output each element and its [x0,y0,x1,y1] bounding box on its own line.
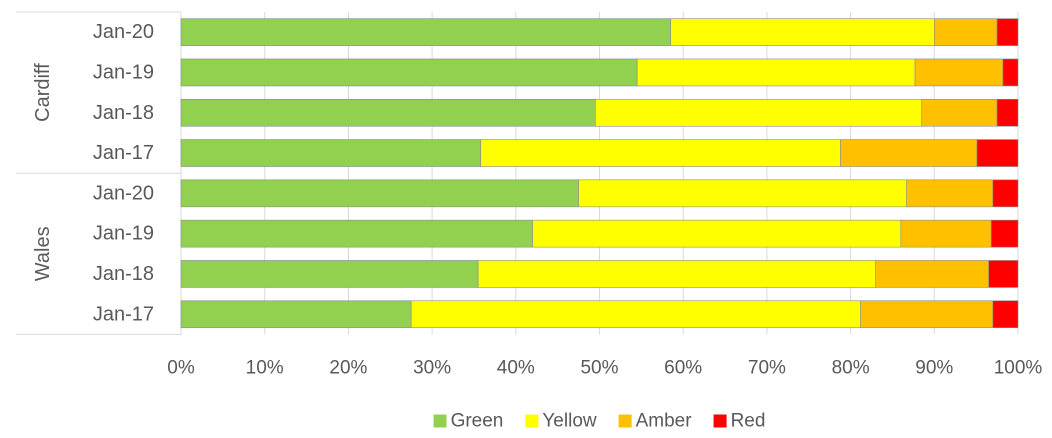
bar-segment-green [180,300,412,329]
x-tick-label: 70% [748,358,786,379]
bar-segment-red [988,260,1019,288]
bar-segment-green [180,58,638,87]
legend: Green Yellow Amber Red [433,411,766,432]
x-axis-tick-labels: 0% 10% 20% 30% 40% 50% 60% 70% 80% 90% 100% [167,358,1042,379]
category-label: Jan-18 [93,263,154,285]
category-label: Jan-17 [93,142,154,164]
bar-segment-green [180,219,533,248]
legend-swatch-red [713,414,727,428]
group-labels: Cardiff Wales [32,63,54,281]
bar-segment-amber [914,58,1004,87]
category-label: Jan-18 [93,102,154,124]
category-label: Jan-19 [93,61,154,83]
bar-segment-yellow [636,58,916,87]
bar-segment-green [180,139,481,167]
bar-segment-yellow [595,98,923,127]
bar-segment-amber [875,260,990,288]
x-tick-label: 80% [832,358,870,379]
legend-label-green: Green [451,411,504,432]
bar-segment-red [976,139,1019,167]
bar-segment-amber [906,179,994,208]
bars [180,18,1019,329]
bar-segment-red [992,300,1019,329]
bar-segment-red [990,219,1019,248]
legend-swatch-amber [618,414,632,428]
legend-label-yellow: Yellow [542,411,597,432]
x-tick-label: 60% [664,358,702,379]
category-labels: Jan-20 Jan-19 Jan-18 Jan-17 Jan-20 Jan-19 Jan-… [93,21,154,325]
category-label: Jan-19 [93,223,154,245]
legend-label-amber: Amber [636,411,693,432]
x-tick-label: 100% [994,358,1043,379]
bar-segment-yellow [410,300,861,329]
bar-segment-red [996,98,1019,127]
x-tick-label: 10% [246,358,284,379]
bar-segment-yellow [480,139,841,167]
x-tick-label: 50% [580,358,618,379]
bar-segment-red [996,18,1019,46]
bar-segment-yellow [532,219,902,248]
x-tick-label: 30% [413,358,451,379]
x-tick-label: 0% [167,358,195,379]
bar-segment-green [180,260,479,288]
group-label: Cardiff [32,63,54,122]
bar-segment-green [180,179,579,208]
bar-segment-amber [900,219,992,248]
category-label: Jan-20 [93,21,154,43]
bar-segment-red [1002,58,1019,87]
bar-segment-amber [840,139,978,167]
category-label: Jan-20 [93,182,154,204]
legend-label-red: Red [731,411,766,432]
bar-segment-green [180,18,671,46]
bar-segment-amber [933,18,998,46]
category-label: Jan-17 [93,303,154,325]
bar-segment-amber [921,98,998,127]
bar-segment-yellow [477,260,877,288]
legend-swatch-yellow [525,414,539,428]
bar-segment-green [180,98,596,127]
bar-segment-amber [860,300,994,329]
x-tick-label: 20% [329,358,367,379]
bar-segment-red [992,179,1019,208]
legend-swatch-green [433,414,447,428]
x-tick-label: 40% [497,358,535,379]
category-group-frame [16,11,182,335]
group-label: Wales [32,226,54,281]
bar-segment-yellow [578,179,907,208]
x-tick-label: 90% [915,358,953,379]
bar-segment-yellow [670,18,935,46]
